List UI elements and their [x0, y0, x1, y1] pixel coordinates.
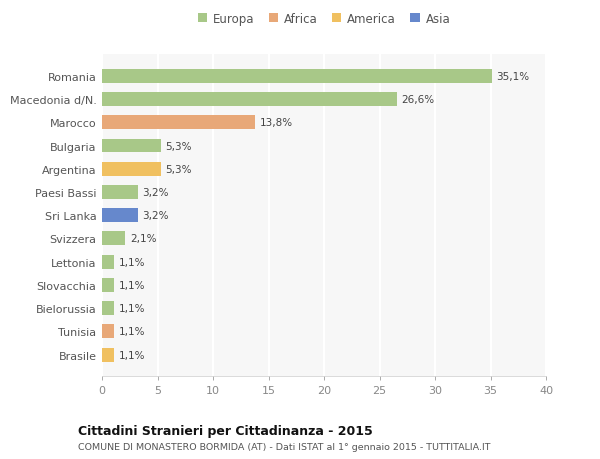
- Bar: [102, 185, 137, 200]
- Legend: Europa, Africa, America, Asia: Europa, Africa, America, Asia: [197, 13, 451, 26]
- Bar: [102, 162, 161, 176]
- Text: 1,1%: 1,1%: [119, 280, 145, 290]
- Bar: [102, 232, 125, 246]
- Text: 1,1%: 1,1%: [119, 257, 145, 267]
- Text: Cittadini Stranieri per Cittadinanza - 2015: Cittadini Stranieri per Cittadinanza - 2…: [78, 424, 373, 437]
- Text: 1,1%: 1,1%: [119, 303, 145, 313]
- Text: 26,6%: 26,6%: [402, 95, 435, 105]
- Bar: [102, 302, 114, 315]
- Bar: [102, 93, 397, 107]
- Text: 13,8%: 13,8%: [260, 118, 293, 128]
- Text: 5,3%: 5,3%: [165, 141, 192, 151]
- Text: COMUNE DI MONASTERO BORMIDA (AT) - Dati ISTAT al 1° gennaio 2015 - TUTTITALIA.IT: COMUNE DI MONASTERO BORMIDA (AT) - Dati …: [78, 442, 491, 451]
- Bar: [102, 278, 114, 292]
- Bar: [102, 348, 114, 362]
- Text: 3,2%: 3,2%: [142, 188, 169, 197]
- Text: 3,2%: 3,2%: [142, 211, 169, 221]
- Bar: [102, 70, 491, 84]
- Text: 5,3%: 5,3%: [165, 164, 192, 174]
- Text: 1,1%: 1,1%: [119, 350, 145, 360]
- Bar: [102, 116, 255, 130]
- Bar: [102, 255, 114, 269]
- Text: 35,1%: 35,1%: [496, 72, 529, 82]
- Text: 2,1%: 2,1%: [130, 234, 156, 244]
- Bar: [102, 325, 114, 339]
- Text: 1,1%: 1,1%: [119, 327, 145, 336]
- Bar: [102, 139, 161, 153]
- Bar: [102, 209, 137, 223]
